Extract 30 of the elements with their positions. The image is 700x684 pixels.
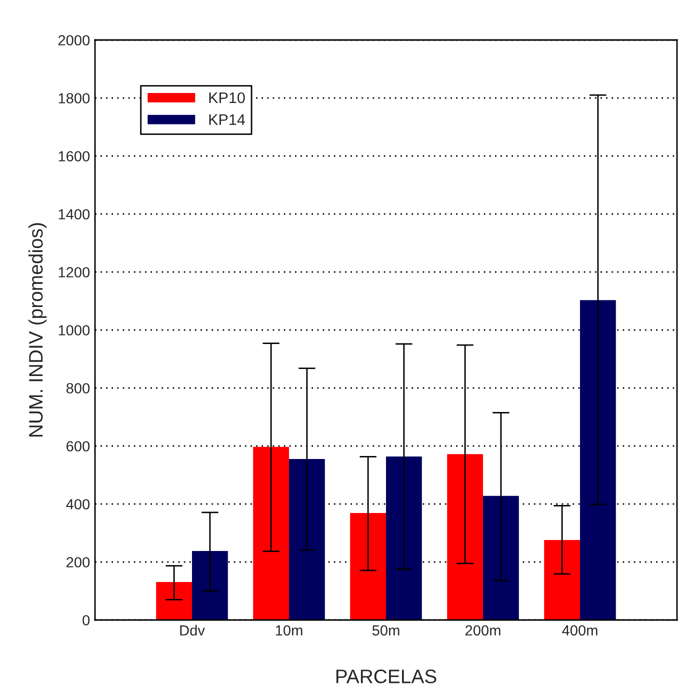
bar [156, 582, 192, 620]
x-axis-title: PARCELAS [336, 670, 436, 684]
y-tick-label: 1000 [58, 325, 90, 336]
bar [483, 496, 519, 620]
y-tick-label: 800 [66, 383, 90, 394]
y-tick-label: 0 [82, 615, 90, 626]
y-axis-title: NUM. INDIV (promedios) [28, 223, 47, 436]
bar [386, 456, 422, 620]
bar [447, 454, 483, 620]
y-tick-label: 600 [66, 441, 90, 452]
legend-label: KP14 [209, 114, 245, 125]
x-tick-label: 400m [562, 625, 598, 636]
bar [580, 300, 616, 620]
y-tick-label: 1400 [58, 209, 90, 220]
y-tick-label: 1800 [58, 93, 90, 104]
y-tick-label: 200 [66, 557, 90, 568]
y-tick-label: 1200 [58, 267, 90, 278]
x-tick-label: 50m [372, 625, 400, 636]
bar [192, 550, 228, 620]
bar [350, 512, 386, 620]
y-tick-label: 400 [66, 499, 90, 510]
bar [289, 459, 325, 620]
x-tick-label: 200m [465, 625, 500, 636]
bar [253, 446, 289, 620]
legend-label: KP10 [209, 92, 245, 104]
x-tick-label: 10m [276, 625, 302, 636]
y-tick-label: 1600 [58, 151, 90, 162]
x-tick-label: Ddv [180, 624, 205, 636]
y-tick-label: 2000 [58, 35, 90, 46]
bar [544, 540, 580, 620]
